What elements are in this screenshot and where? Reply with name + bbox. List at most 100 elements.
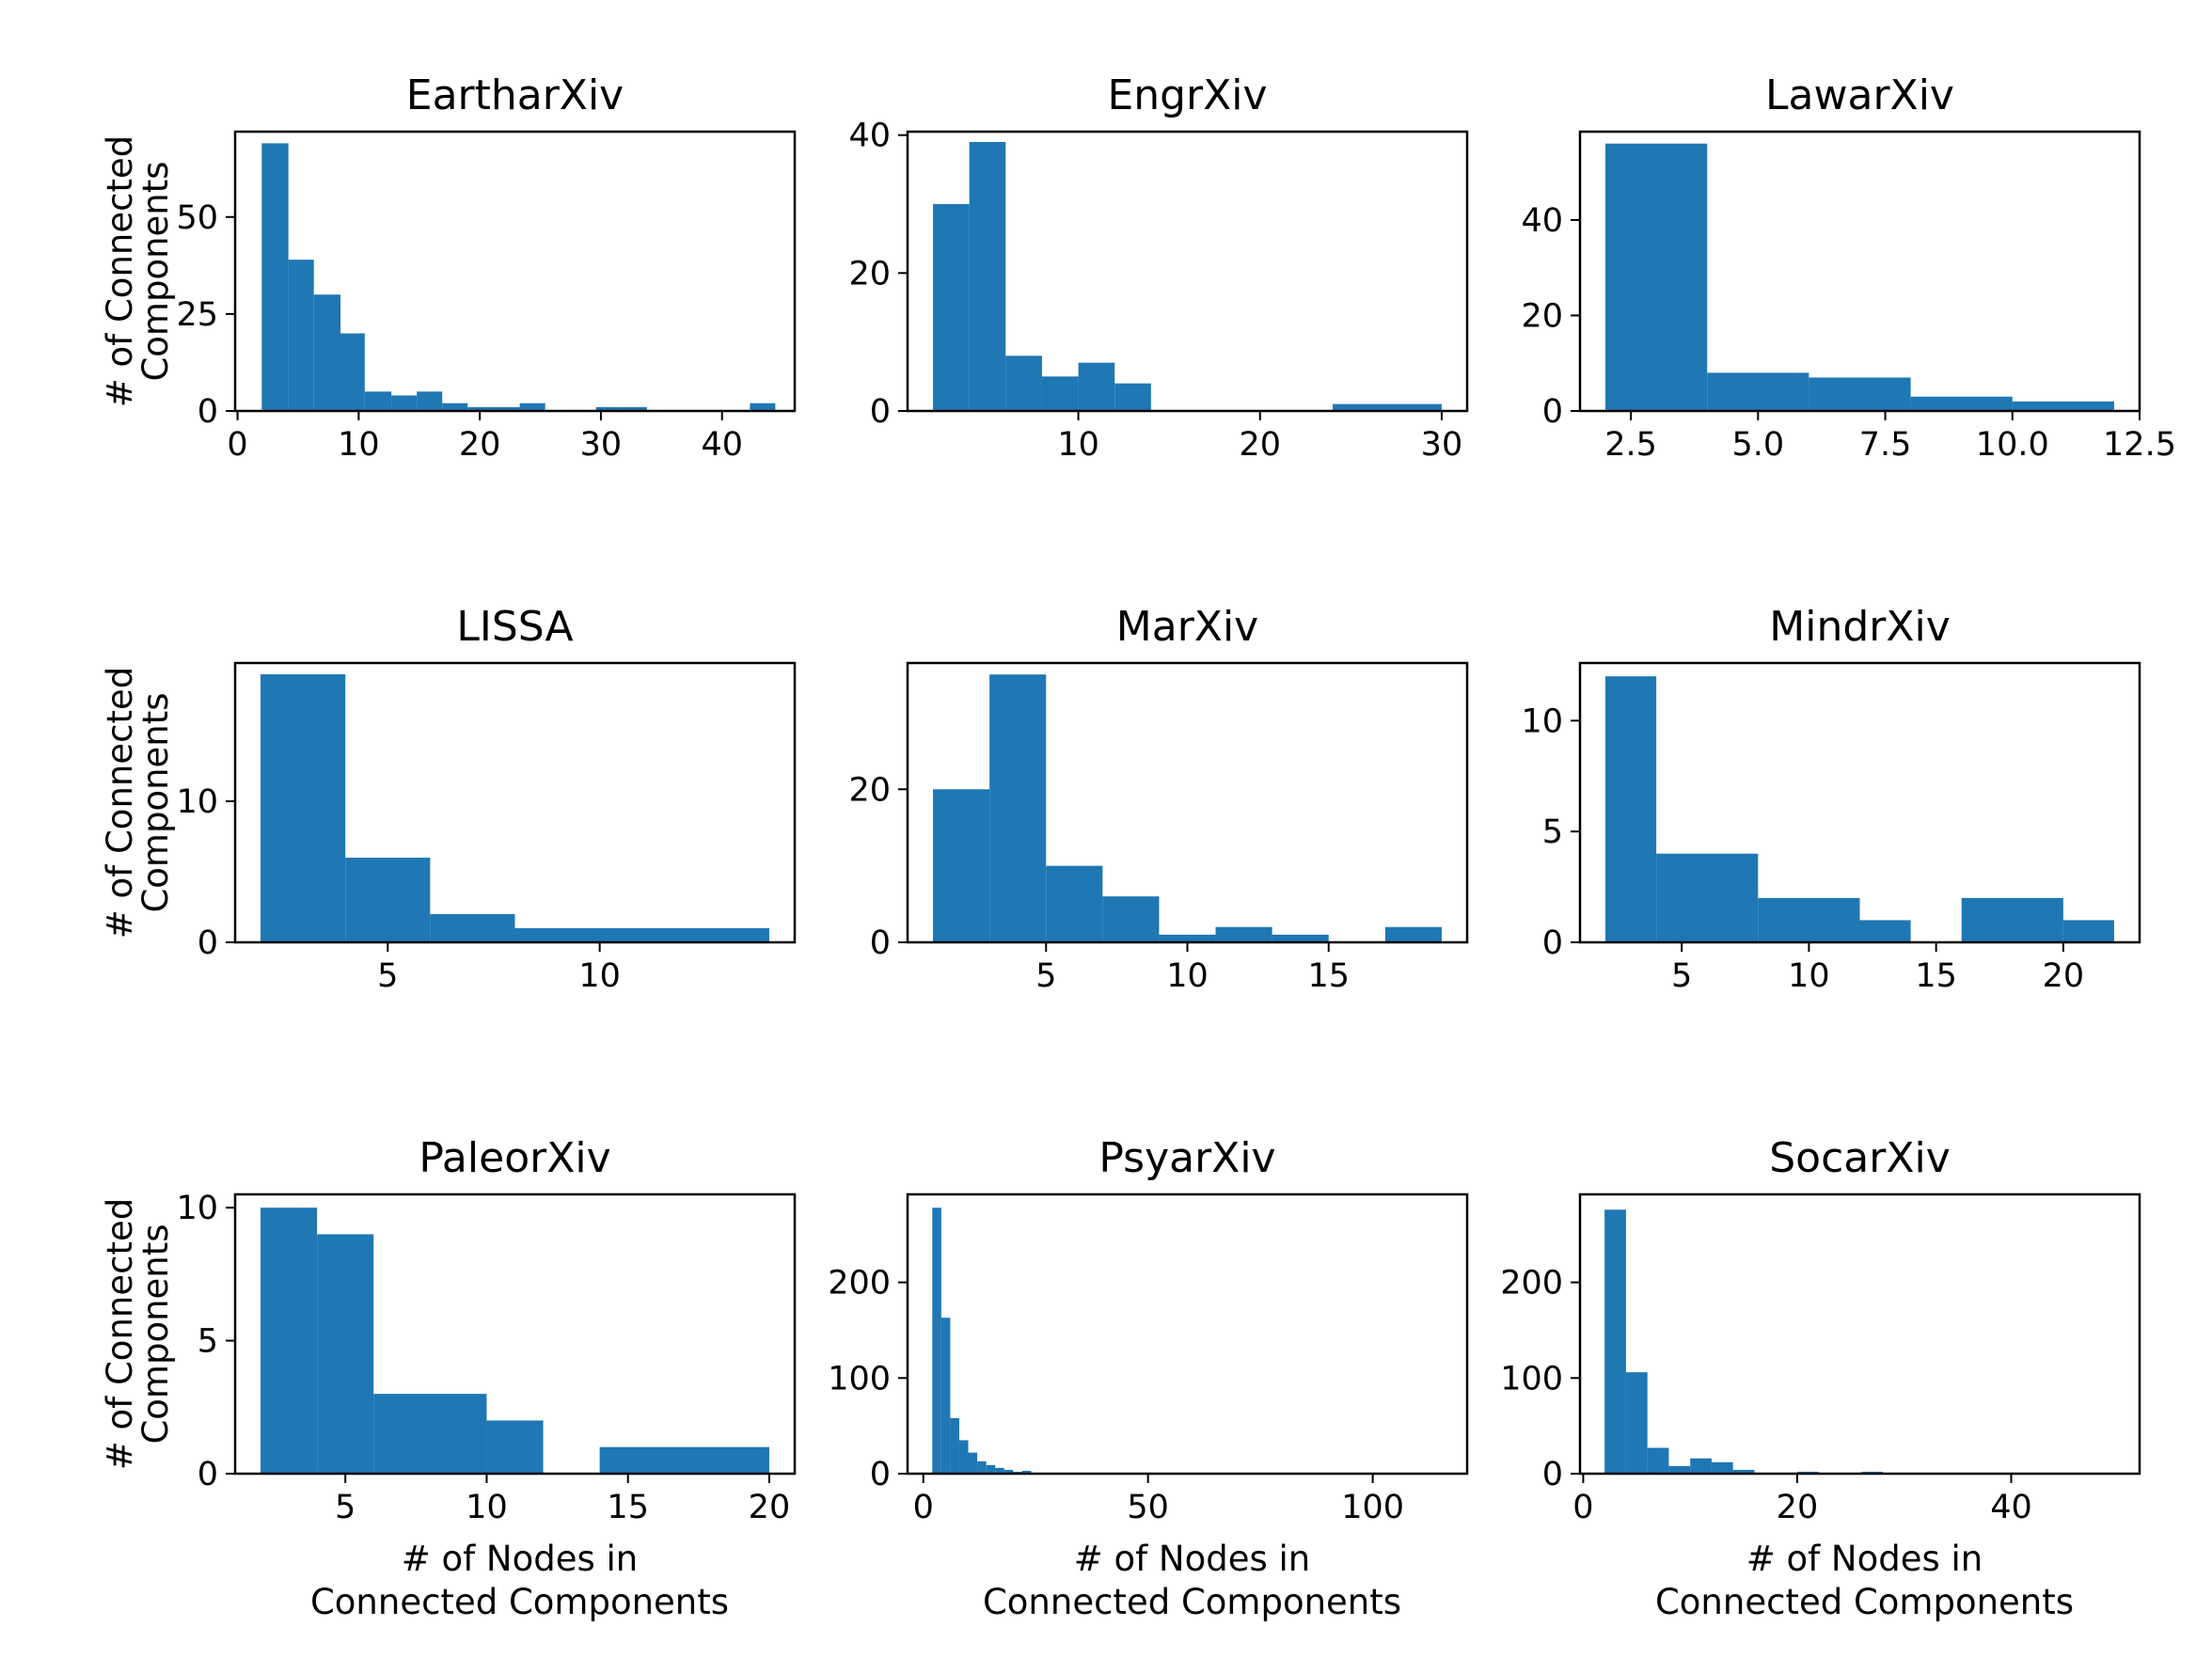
chart-title: EngrXiv (1107, 71, 1267, 119)
y-tick-label: 200 (1500, 1265, 1563, 1303)
y-tick-label: 0 (1542, 393, 1563, 431)
histogram-bar (1041, 376, 1079, 411)
histogram-bar (1114, 383, 1151, 411)
x-tick-label: 15 (1915, 957, 1957, 995)
y-axis-label: # of Connected (100, 667, 140, 939)
histogram-bar (514, 928, 769, 942)
histogram-bar (1668, 1465, 1691, 1474)
histogram-bar (1159, 934, 1216, 942)
y-tick-label: 5 (198, 1323, 218, 1361)
x-tick-label: 0 (913, 1489, 934, 1526)
x-tick-label: 15 (1307, 957, 1350, 995)
y-tick-label: 5 (1542, 813, 1563, 851)
histogram-bar (1732, 1469, 1755, 1474)
histogram-bar (1859, 920, 1911, 942)
histogram-bar (599, 1446, 769, 1474)
x-axis-label: Connected Components (310, 1582, 729, 1622)
histogram-bar (391, 395, 418, 411)
x-tick-label: 20 (1239, 426, 1281, 464)
x-tick-label: 50 (1127, 1489, 1169, 1526)
histogram-panel: SocarXiv 0 20 40 0 100 200 # of Nodes inConnect… (1500, 1134, 2141, 1622)
axes-frame (906, 130, 1469, 413)
x-tick-label: 20 (459, 426, 501, 464)
x-tick-label: 5.0 (1731, 426, 1784, 464)
x-axis-label: Connected Components (1655, 1582, 2074, 1622)
histogram-bar (1021, 1470, 1032, 1474)
histogram-bar (1215, 926, 1272, 942)
histogram-bar (1005, 355, 1042, 411)
x-tick-label: 20 (2043, 957, 2085, 995)
histogram-panel: PaleorXiv 5 10 15 20 0 5 10 # of ConnectedCompon… (100, 1134, 797, 1622)
histogram-bar (519, 403, 545, 411)
axes-frame (233, 1192, 797, 1476)
axes-frame (906, 1192, 1469, 1476)
histogram-bar (958, 1440, 969, 1474)
x-tick-label: 12.5 (2103, 426, 2176, 464)
histogram-bar (1656, 853, 1759, 942)
histogram-bar (340, 333, 365, 411)
axes-frame (233, 661, 797, 944)
histogram-panel: LawarXiv 2.5 5.0 7.5 10.0 12.5 0 20 40 (1521, 71, 2176, 464)
histogram-bar (364, 391, 392, 411)
y-tick-label: 0 (1542, 924, 1563, 962)
x-tick-label: 10.0 (1976, 426, 2049, 464)
histogram-bar (968, 1452, 978, 1474)
histogram-bar (261, 674, 346, 942)
y-tick-label: 0 (870, 393, 891, 431)
histogram-bar (288, 260, 314, 411)
x-axis-label: # of Nodes in (1074, 1539, 1311, 1579)
histogram-bar (317, 1234, 374, 1474)
histogram-bar (1102, 896, 1160, 942)
x-axis-label: # of Nodes in (402, 1539, 639, 1579)
x-tick-label: 5 (1671, 957, 1692, 995)
x-tick-label: 30 (580, 426, 623, 464)
x-tick-label: 5 (335, 1489, 356, 1526)
histogram-bar (442, 403, 468, 411)
x-tick-label: 20 (749, 1489, 791, 1526)
histogram-bar (2012, 401, 2114, 411)
x-tick-label: 10 (1166, 957, 1209, 995)
histogram-bar (467, 406, 495, 411)
histogram-bar (1384, 926, 1442, 942)
histogram-panel: MarXiv 5 10 15 0 20 (848, 603, 1469, 995)
chart-title: LawarXiv (1765, 71, 1954, 119)
axes-frame (1578, 1192, 2141, 1476)
histogram-bar (345, 858, 431, 942)
chart-title: LISSA (456, 603, 573, 651)
histogram-bar (932, 1208, 941, 1474)
x-tick-label: 20 (1777, 1489, 1819, 1526)
y-tick-label: 10 (176, 1190, 218, 1227)
y-tick-label: 10 (1521, 703, 1563, 740)
y-tick-label: 10 (176, 783, 218, 821)
axes-frame (233, 130, 797, 413)
y-tick-label: 40 (1521, 202, 1563, 240)
histogram-bar (1625, 1372, 1648, 1474)
histogram-bar (417, 391, 443, 411)
histogram-bar (1078, 362, 1115, 411)
histogram-bar (1707, 372, 1809, 411)
axes-frame (1578, 130, 2141, 413)
y-tick-label: 25 (176, 296, 218, 334)
y-tick-label: 0 (198, 1456, 218, 1493)
histogram-bar (261, 1208, 318, 1474)
x-axis-label: # of Nodes in (1746, 1539, 1983, 1579)
y-tick-label: 20 (1521, 297, 1563, 335)
y-tick-label: 0 (1542, 1456, 1563, 1493)
chart-title: PaleorXiv (419, 1134, 610, 1182)
histogram-bar (595, 406, 622, 411)
y-axis-label: # of Connected (100, 135, 140, 407)
histogram-bar (1690, 1458, 1712, 1474)
histogram-bar (989, 674, 1047, 942)
x-tick-label: 10 (578, 957, 621, 995)
histogram-bar (1961, 897, 2063, 942)
chart-title: MarXiv (1116, 603, 1258, 651)
y-axis-label: # of Connected (100, 1198, 140, 1470)
histogram-bar (950, 1418, 959, 1474)
y-tick-label: 0 (870, 1456, 891, 1493)
histogram-bar (986, 1464, 996, 1474)
histogram-bar (1758, 897, 1860, 942)
y-tick-label: 40 (848, 118, 891, 155)
chart-title: PsyarXiv (1098, 1134, 1275, 1182)
histogram-bar (1046, 865, 1103, 942)
x-tick-label: 40 (1990, 1489, 2032, 1526)
